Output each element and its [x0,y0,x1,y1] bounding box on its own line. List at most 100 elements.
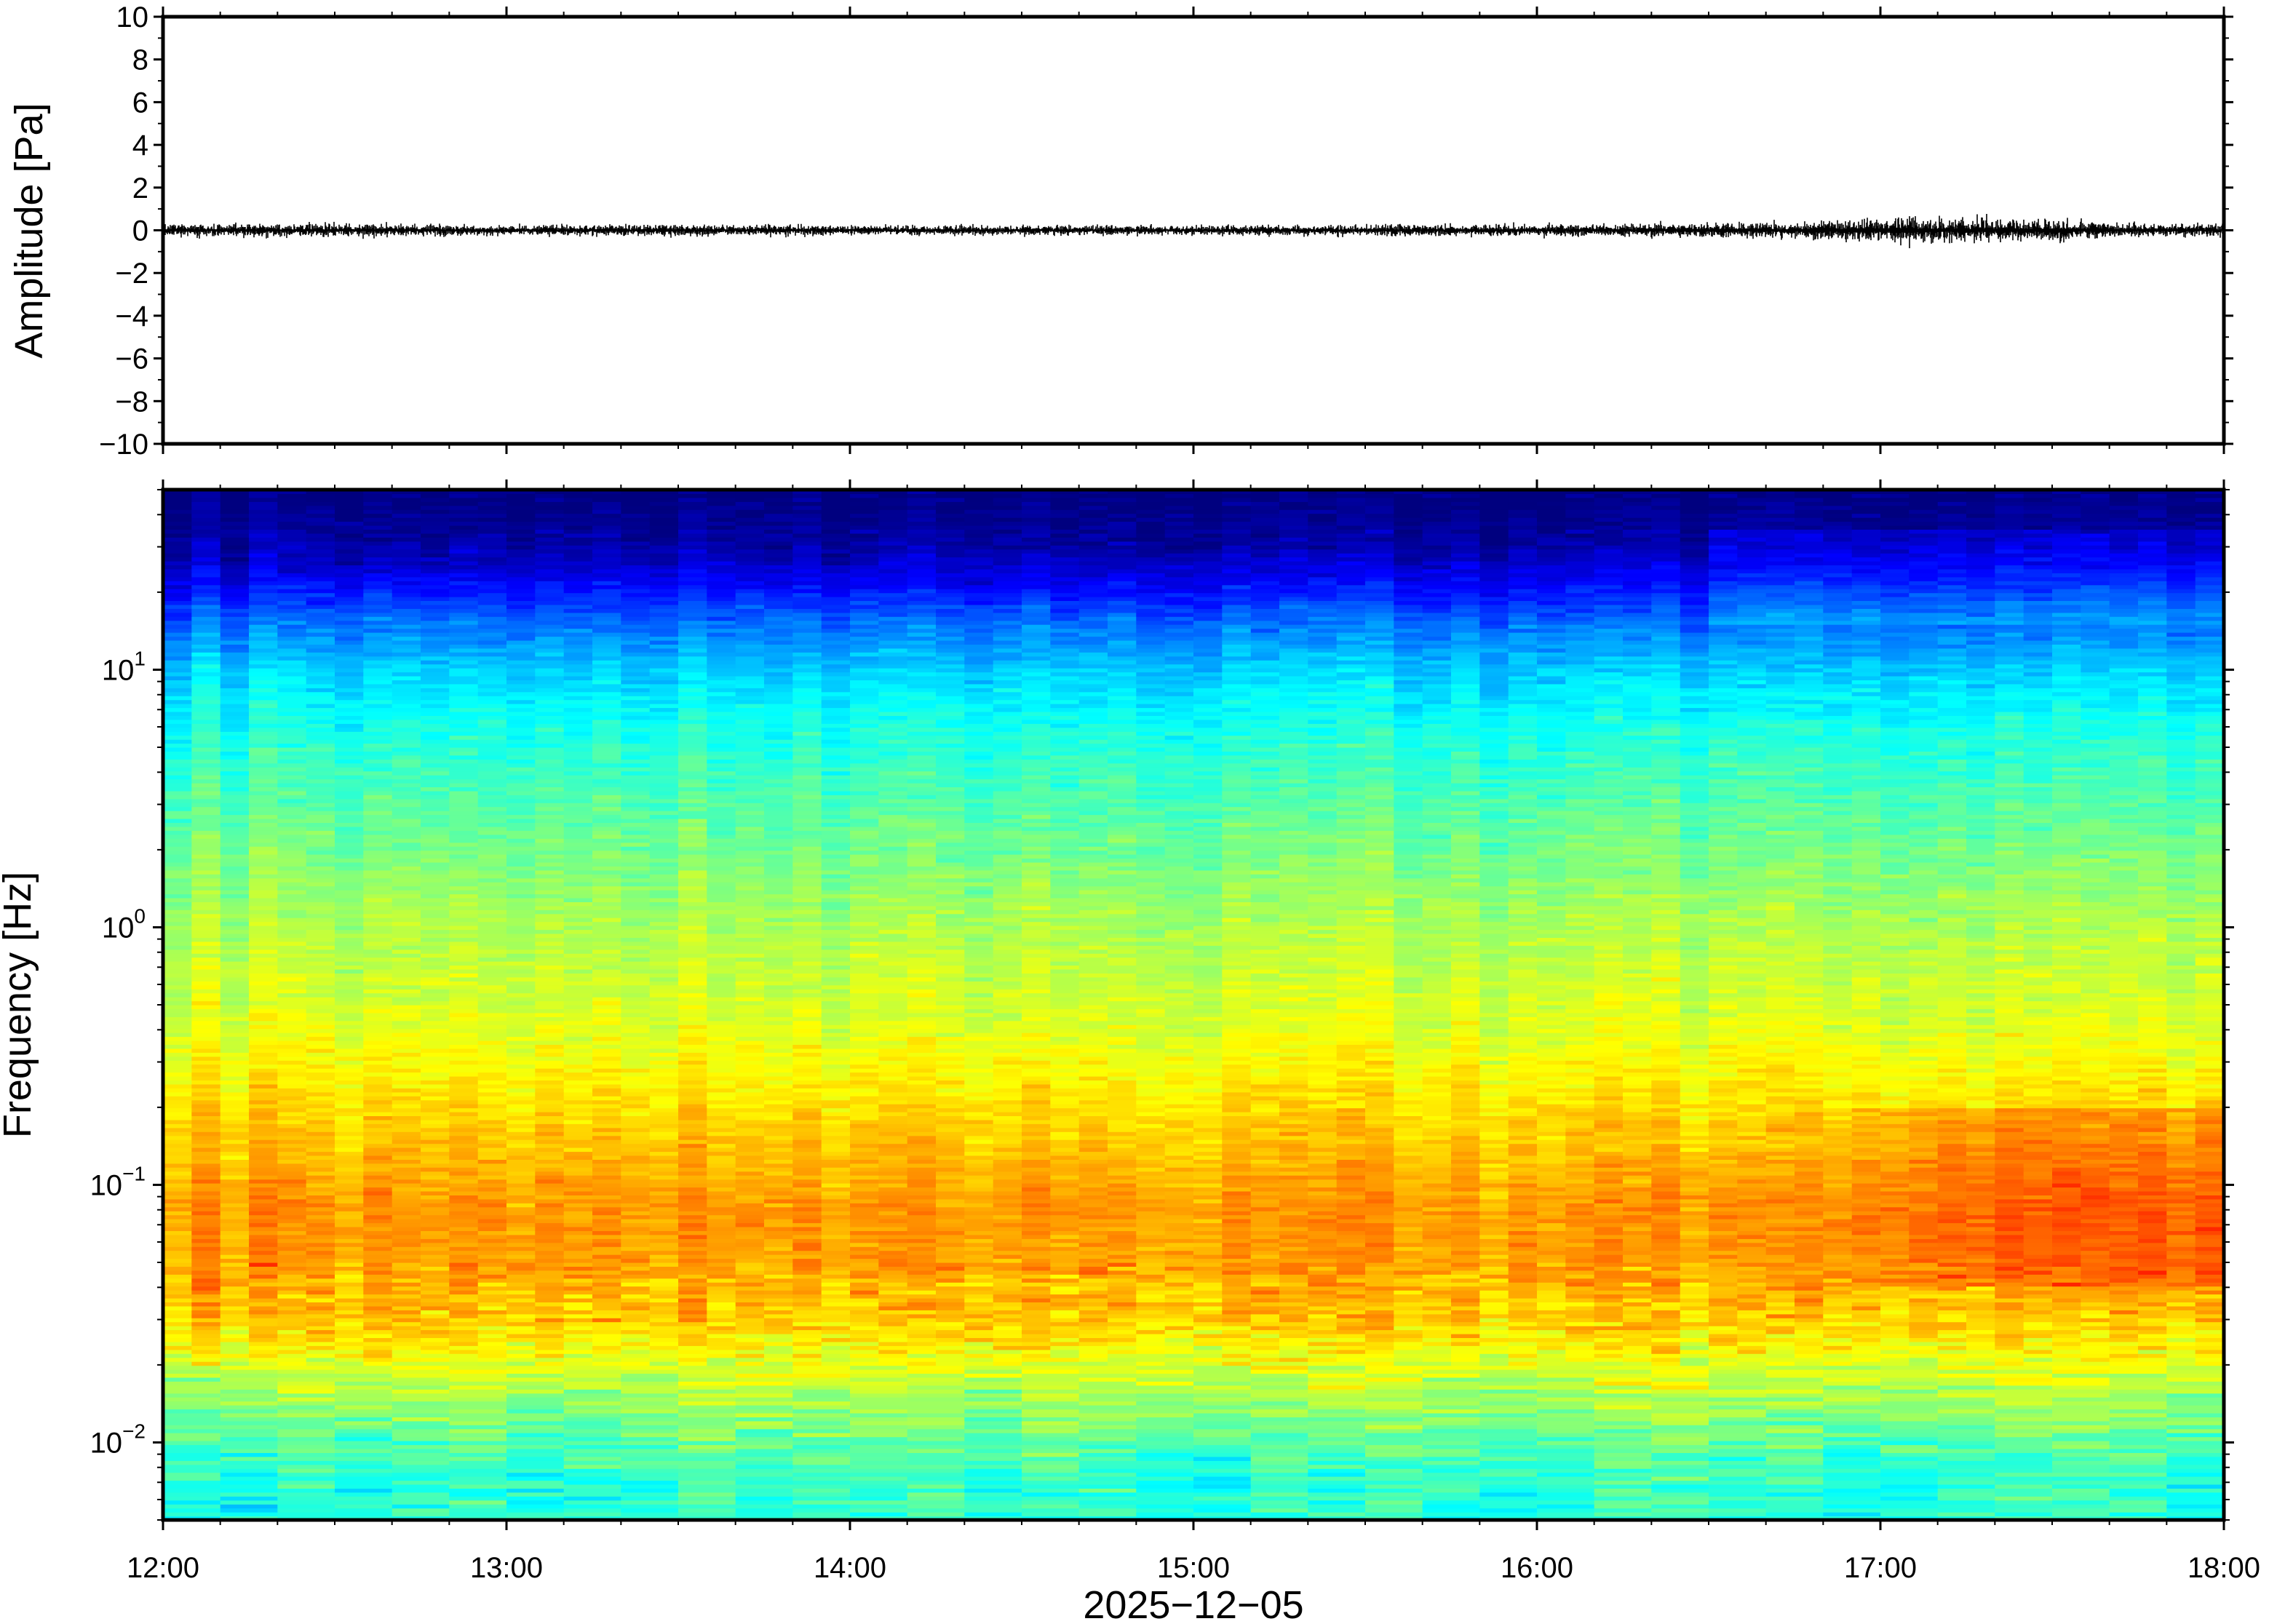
spectrogram-cell [621,1460,678,1465]
spectrogram-cell [993,1179,1022,1184]
spectrogram-cell [1651,1449,1709,1453]
spectrogram-cell [191,1175,220,1179]
spectrogram-cell [1709,1437,1766,1441]
spectrogram-cell [1451,1361,1480,1366]
spectrogram-cell [592,1353,621,1358]
spectrogram-cell [1050,1219,1079,1223]
spectrogram-cell [1709,1496,1766,1500]
spectrogram-cell [621,1266,650,1270]
spectrogram-cell [1537,1183,1566,1187]
spectrogram-cell [1594,1199,1624,1203]
spectrogram-cell [621,1286,650,1291]
spectrogram-cell [650,1230,679,1235]
spectrogram-cell [1709,1286,1738,1291]
spectrogram-cell [506,1318,536,1322]
spectrogram-cell [1766,1195,1795,1199]
spectrogram-cell [2138,1298,2167,1302]
spectrogram-cell [1594,1310,1624,1314]
spectrogram-cell [1709,1425,1766,1429]
spectrogram-cell [878,1306,907,1310]
spectrogram-cell [363,1179,392,1184]
spectrogram-cell [2081,1191,2110,1195]
spectrogram-cell [1079,1215,1108,1219]
spectrogram-cell [1709,1310,1738,1314]
spectrogram-cell [2196,1278,2225,1283]
spectrogram-cell [478,1326,507,1330]
spectrogram-cell [678,1433,736,1437]
spectrogram-cell [1193,1421,1251,1425]
spectrogram-cell [1852,1203,1881,1207]
spectrogram-cell [1136,1353,1165,1358]
spectrogram-cell [621,1338,650,1342]
spectrogram-cell [2166,1488,2224,1492]
spectrogram-cell [1537,1468,1594,1473]
spectrogram-cell [277,1468,335,1473]
spectrogram-cell [1050,1259,1079,1263]
spectrogram-cell [1509,1302,1538,1307]
spectrogram-cell [1079,1314,1108,1318]
spectrogram-cell [1938,1286,1967,1291]
spectrogram-cell [1479,1266,1509,1270]
spectrogram-cell [478,1290,507,1294]
spectrogram-cell [1737,1259,1766,1263]
spectrogram-cell [1509,1306,1538,1310]
spectrogram-cell [1308,1429,1365,1433]
spectrogram-cell [1966,1345,1995,1350]
spectrogram-cell [1337,1259,1366,1263]
spectrogram-cell [220,1207,250,1211]
spectrogram-cell [592,1219,621,1223]
spectrogram-cell [850,1465,907,1469]
spectrogram-cell [249,1290,278,1294]
spectrogram-cell [1623,1306,1652,1310]
spectrogram-cell [1995,1460,2052,1465]
spectrogram-cell [363,1215,392,1219]
spectrogram-cell [1136,1322,1165,1326]
spectrogram-cell [506,1425,564,1429]
spectrogram-cell [1108,1259,1137,1263]
spectrogram-cell [1995,1366,2052,1370]
spectrogram-cell [2110,1350,2139,1354]
spectrogram-cell [1995,1294,2024,1299]
spectrogram-cell [1537,1195,1566,1199]
spectrogram-cell [1193,1314,1223,1318]
spectrogram-cell [650,1326,679,1330]
spectrogram-cell [1222,1361,1251,1366]
spectrogram-cell [1479,1358,1509,1362]
spectrogram-cell [964,1251,993,1255]
spectrogram-cell [822,1326,851,1330]
spectrogram-cell [1852,1282,1881,1286]
spectrogram-cell [822,1238,851,1243]
spectrogram-cell [2110,1385,2167,1390]
spectrogram-cell [163,1183,192,1187]
spectrogram-cell [1823,1207,1852,1211]
spectrogram-cell [2196,1235,2225,1239]
spectrogram-cell [2052,1369,2110,1374]
spectrogram-cell [363,1266,392,1270]
spectrogram-cell [363,1350,392,1354]
spectrogram-cell [2196,1238,2225,1243]
spectrogram-cell [335,1397,392,1401]
spectrogram-cell [2110,1334,2139,1338]
spectrogram-cell [907,1361,937,1366]
spectrogram-cell [2052,1310,2081,1314]
spectrogram-cell [850,1496,907,1500]
spectrogram-cell [1823,1175,1852,1179]
spectrogram-cell [1651,1215,1680,1219]
spectrogram-cell [1251,1405,1308,1409]
spectrogram-cell [335,1512,392,1516]
spectrogram-cell [678,1219,707,1223]
spectrogram-cell [1823,1452,1880,1457]
spectrogram-cell [964,1381,1022,1385]
spectrogram-cell [1451,1254,1480,1259]
spectrogram-cell [449,1429,506,1433]
spectrogram-cell [621,1254,650,1259]
spectrogram-cell [1479,1417,1537,1421]
spectrogram-cell [506,1397,564,1401]
spectrogram-cell [850,1401,907,1406]
spectrogram-cell [1823,1361,1852,1366]
spectrogram-cell [1880,1452,1938,1457]
spectrogram-cell [678,1397,736,1401]
spectrogram-cell [1394,1278,1423,1283]
spectrogram-cell [1823,1460,1880,1465]
spectrogram-cell [277,1476,335,1481]
